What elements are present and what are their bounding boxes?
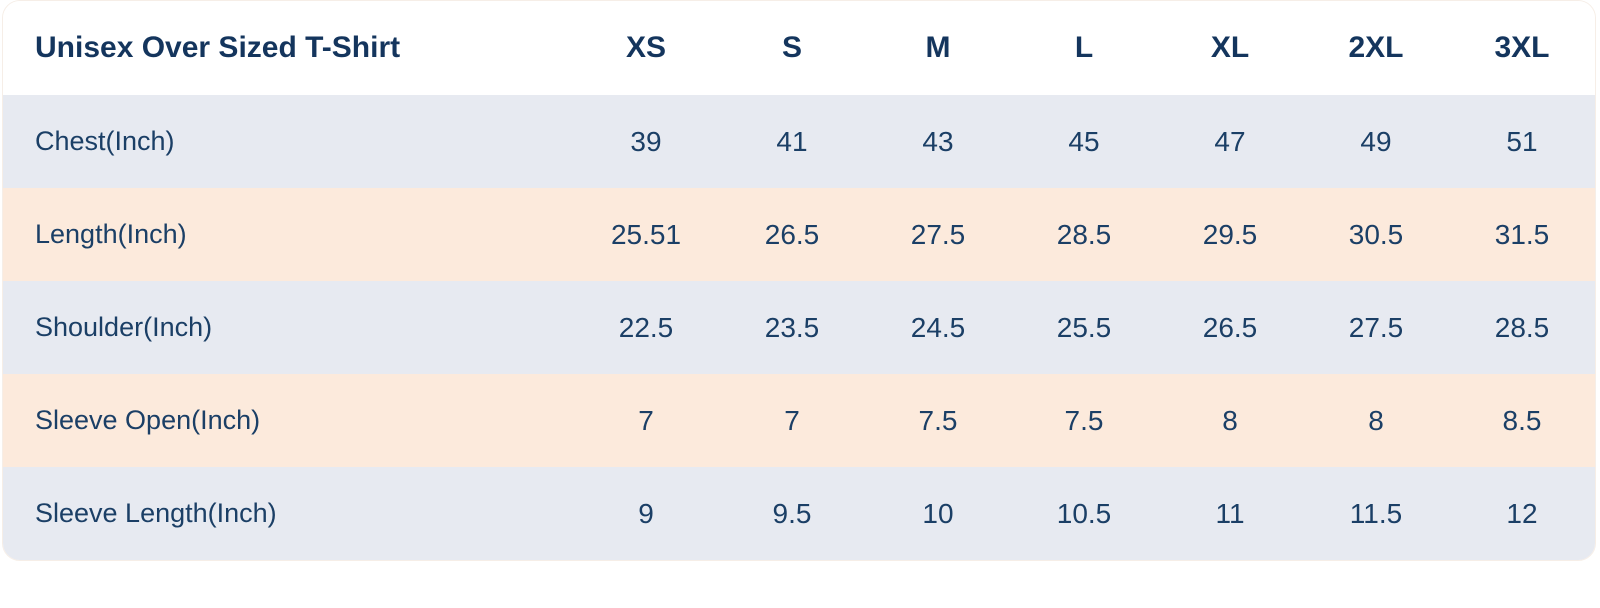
cell-value: 26.5 bbox=[764, 218, 820, 250]
cell-value: 9 bbox=[638, 497, 654, 529]
cell-value: 49 bbox=[1360, 125, 1392, 157]
row-label: Shoulder(Inch) bbox=[35, 312, 213, 342]
size-chart-header-row: Unisex Over Sized T-Shirt XS S M L XL 2X… bbox=[3, 1, 1595, 95]
cell-value: 10.5 bbox=[1056, 497, 1112, 529]
size-chart-card: Unisex Over Sized T-Shirt XS S M L XL 2X… bbox=[2, 0, 1596, 561]
cell-value: 43 bbox=[922, 125, 954, 157]
cell-value: 27.5 bbox=[910, 218, 966, 250]
table-row-sleeve-length: Sleeve Length(Inch) 9 9.5 10 10.5 11 11.… bbox=[3, 467, 1595, 560]
cell-value: 7.5 bbox=[1064, 404, 1104, 436]
row-label: Chest(Inch) bbox=[35, 126, 175, 156]
cell-value: 51 bbox=[1506, 125, 1538, 157]
cell-value: 8 bbox=[1222, 404, 1238, 436]
cell-value: 45 bbox=[1068, 125, 1100, 157]
cell-value: 10 bbox=[922, 497, 954, 529]
table-row-length: Length(Inch) 25.51 26.5 27.5 28.5 29.5 3… bbox=[3, 188, 1595, 281]
cell-value: 28.5 bbox=[1056, 218, 1112, 250]
cell-value: 24.5 bbox=[910, 311, 966, 343]
cell-value: 12 bbox=[1506, 497, 1538, 529]
cell-value: 29.5 bbox=[1202, 218, 1258, 250]
table-row-chest: Chest(Inch) 39 41 43 45 47 49 51 bbox=[3, 95, 1595, 188]
cell-value: 25.5 bbox=[1056, 311, 1112, 343]
cell-value: 41 bbox=[776, 125, 808, 157]
cell-value: 31.5 bbox=[1494, 218, 1550, 250]
column-header-s: S bbox=[781, 31, 802, 64]
column-header-m: M bbox=[925, 31, 951, 64]
cell-value: 9.5 bbox=[772, 497, 812, 529]
cell-value: 27.5 bbox=[1348, 311, 1404, 343]
cell-value: 47 bbox=[1214, 125, 1246, 157]
column-header-xl: XL bbox=[1210, 31, 1250, 64]
cell-value: 7.5 bbox=[918, 404, 958, 436]
cell-value: 11.5 bbox=[1349, 497, 1403, 529]
table-row-sleeve-open: Sleeve Open(Inch) 7 7 7.5 7.5 8 8 8.5 bbox=[3, 374, 1595, 467]
size-chart-title: Unisex Over Sized T-Shirt bbox=[35, 31, 401, 64]
cell-value: 39 bbox=[630, 125, 662, 157]
cell-value: 23.5 bbox=[764, 311, 820, 343]
column-header-l: L bbox=[1074, 31, 1094, 64]
row-label: Sleeve Length(Inch) bbox=[35, 498, 277, 528]
cell-value: 11 bbox=[1215, 497, 1245, 529]
cell-value: 8 bbox=[1368, 404, 1384, 436]
cell-value: 7 bbox=[638, 404, 654, 436]
cell-value: 26.5 bbox=[1202, 311, 1258, 343]
cell-value: 28.5 bbox=[1494, 311, 1550, 343]
table-row-shoulder: Shoulder(Inch) 22.5 23.5 24.5 25.5 26.5 … bbox=[3, 281, 1595, 374]
column-header-3xl: 3XL bbox=[1494, 31, 1550, 64]
cell-value: 22.5 bbox=[618, 311, 674, 343]
cell-value: 8.5 bbox=[1502, 404, 1542, 436]
cell-value: 30.5 bbox=[1348, 218, 1404, 250]
row-label: Length(Inch) bbox=[35, 219, 187, 249]
cell-value: 25.51 bbox=[610, 218, 682, 250]
row-label: Sleeve Open(Inch) bbox=[35, 405, 261, 435]
cell-value: 7 bbox=[784, 404, 800, 436]
column-header-xs: XS bbox=[625, 31, 667, 64]
column-header-2xl: 2XL bbox=[1348, 31, 1404, 64]
